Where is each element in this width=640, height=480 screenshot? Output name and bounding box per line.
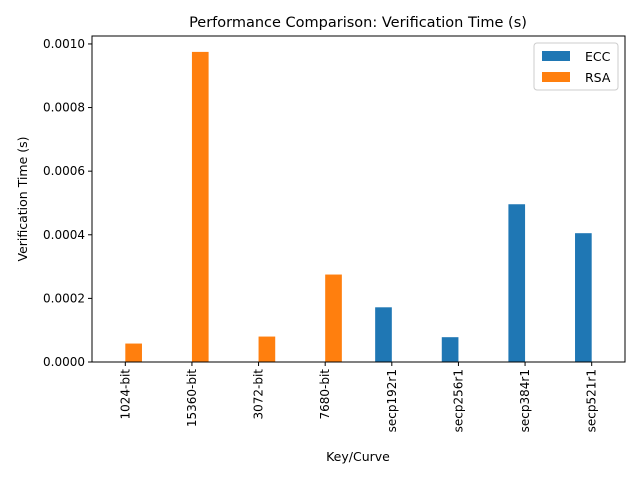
legend-swatch-rsa xyxy=(542,72,570,82)
x-tick-label: 15360-bit xyxy=(185,369,199,427)
legend-label-ecc: ECC xyxy=(585,49,611,64)
y-tick-label: 0.0006 xyxy=(43,164,85,178)
y-axis-label: Verification Time (s) xyxy=(15,136,30,261)
plot-frame xyxy=(91,35,626,363)
bar-ecc-secp384r1 xyxy=(508,204,526,362)
bar-ecc-secp521r1 xyxy=(575,233,592,362)
x-axis: 1024-bit 15360-bit 3072-bit 7680-bit secp192… xyxy=(118,362,599,432)
legend-label-rsa: RSA xyxy=(585,70,611,85)
x-tick-label: 7680-bit xyxy=(318,369,332,420)
y-tick-label: 0.0000 xyxy=(43,355,85,369)
bar-rsa-7680-bit xyxy=(325,274,342,362)
bars-group xyxy=(125,51,592,363)
x-tick-label: 1024-bit xyxy=(118,369,132,420)
legend: ECC RSA xyxy=(533,42,619,91)
bar-ecc-secp256r1 xyxy=(441,337,459,362)
y-axis: 0.0000 0.0002 0.0004 0.0006 0.0008 0.0010 xyxy=(43,37,92,369)
x-tick-label: 3072-bit xyxy=(252,369,266,420)
y-tick-label: 0.0004 xyxy=(43,228,85,242)
bar-rsa-1024-bit xyxy=(125,343,142,362)
y-tick-label: 0.0002 xyxy=(43,291,85,305)
bar-rsa-15360-bit xyxy=(191,51,209,363)
bar-ecc-secp192r1 xyxy=(375,307,392,362)
x-axis-label: Key/Curve xyxy=(326,449,390,464)
x-tick-label: secp521r1 xyxy=(585,369,599,432)
legend-swatch-ecc xyxy=(542,51,570,61)
x-tick-label: secp384r1 xyxy=(518,369,532,432)
x-tick-label: secp256r1 xyxy=(451,369,465,432)
bar-rsa-3072-bit xyxy=(258,336,276,362)
chart-title: Performance Comparison: Verification Tim… xyxy=(189,15,527,31)
x-tick-label: secp192r1 xyxy=(385,369,399,432)
y-tick-label: 0.0008 xyxy=(43,101,85,115)
y-tick-label: 0.0010 xyxy=(43,37,85,51)
